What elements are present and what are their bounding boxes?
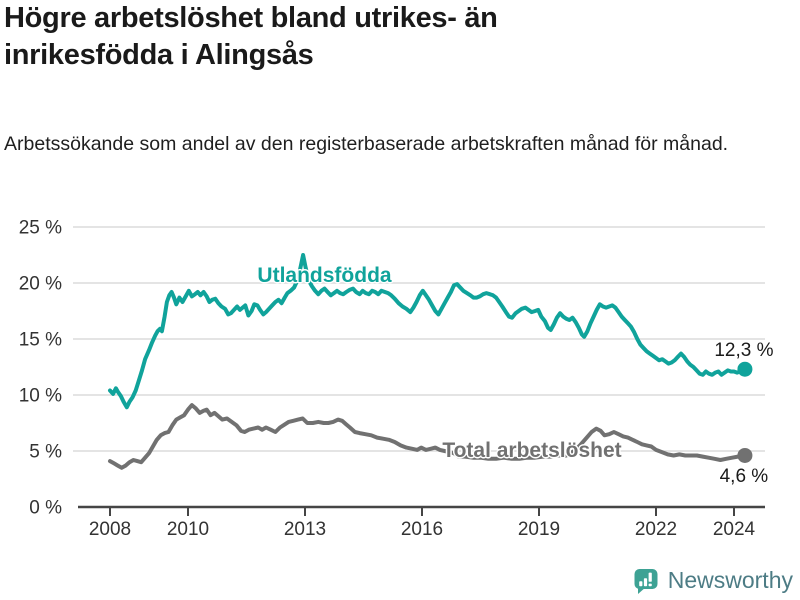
y-tick-label: 5 % xyxy=(29,442,62,463)
chart-title: Högre arbetslöshet bland utrikes- än inr… xyxy=(4,2,498,71)
x-tick-label: 2022 xyxy=(635,519,677,540)
y-tick-label: 15 % xyxy=(19,330,62,351)
y-tick-label: 25 % xyxy=(19,218,62,239)
x-tick-label: 2008 xyxy=(89,519,131,540)
x-tick-label: 2024 xyxy=(713,519,756,540)
line-utlandsfodda xyxy=(108,253,747,410)
x-tick-label: 2013 xyxy=(284,519,326,540)
series-label-total-arbetsloshet: Total arbetslöshet xyxy=(442,439,622,462)
chart-subtitle: Arbetssökande som andel av den registerb… xyxy=(4,133,729,155)
y-tick-label: 0 % xyxy=(29,498,62,519)
end-dot-total xyxy=(737,447,753,463)
y-tick-label: 10 % xyxy=(19,386,62,407)
end-value-total: 4,6 % xyxy=(719,466,769,488)
series-label-utlandsfodda: Utlandsfödda xyxy=(257,264,392,288)
end-dot-utlandsfodda xyxy=(737,361,753,377)
x-tick-label: 2016 xyxy=(401,519,443,540)
x-tick-label: 2010 xyxy=(167,519,209,540)
x-tick-label: 2019 xyxy=(518,519,560,540)
end-value-utlandsfodda: 12,3 % xyxy=(714,340,774,362)
newsworthy-logo[interactable]: Newsworthy xyxy=(632,566,793,595)
line-total-arbetsloshet xyxy=(108,403,747,470)
bar-chart-speech-bubble-icon xyxy=(634,569,658,594)
newsworthy-wordmark: Newsworthy xyxy=(667,567,793,593)
y-tick-label: 20 % xyxy=(19,274,62,295)
